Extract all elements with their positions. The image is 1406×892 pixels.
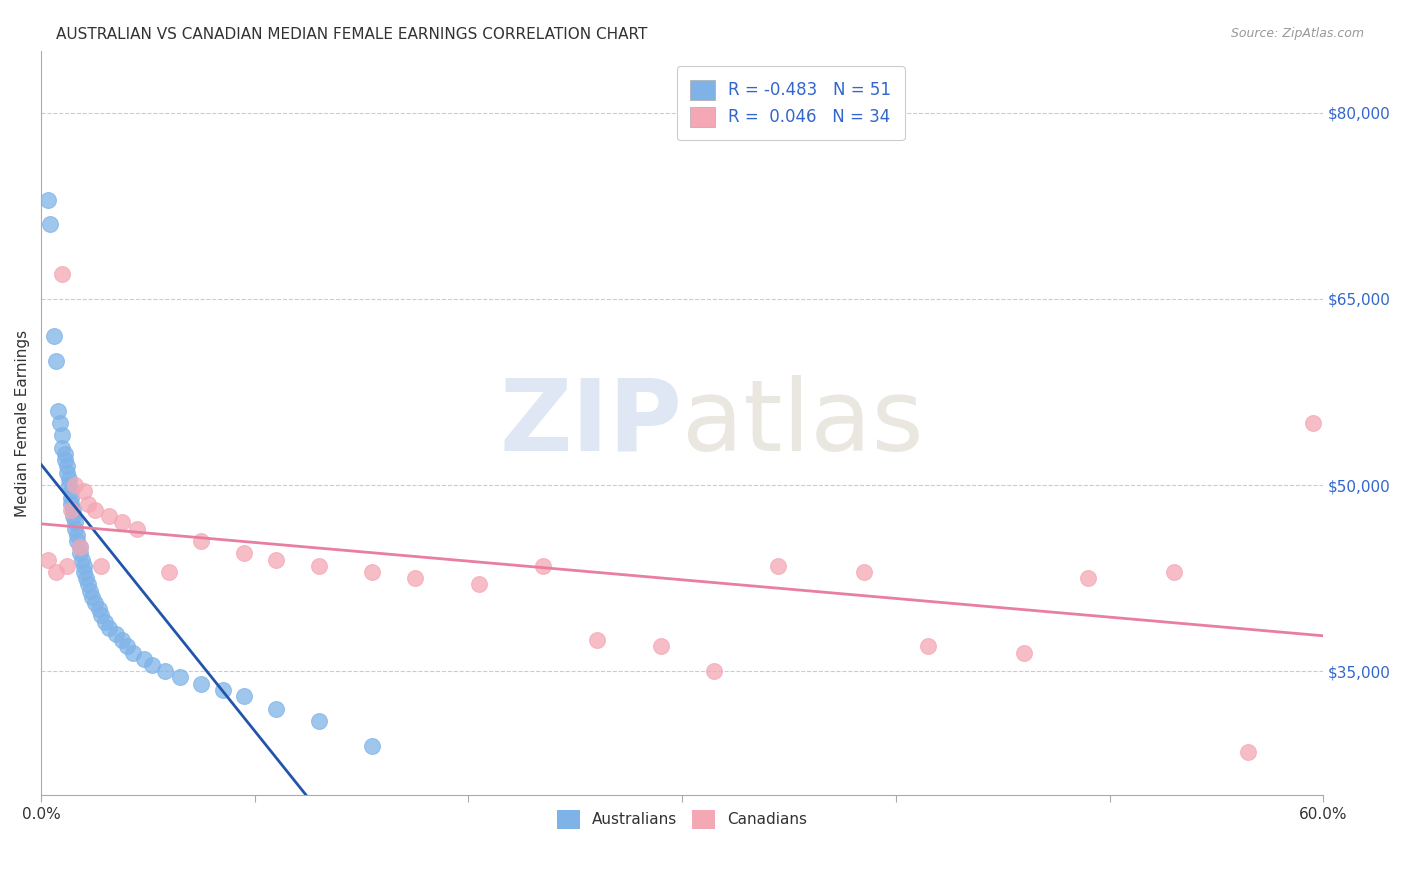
Point	[127, 522, 149, 536]
Text: Source: ZipAtlas.com: Source: ZipAtlas.com	[1230, 27, 1364, 40]
Point	[1012, 646, 1035, 660]
Point	[51, 267, 73, 281]
Point	[45, 565, 67, 579]
Point	[308, 558, 330, 573]
Point	[98, 621, 121, 635]
Point	[55, 558, 77, 573]
Point	[62, 509, 84, 524]
Point	[73, 484, 96, 499]
Point	[468, 577, 491, 591]
Point	[60, 497, 83, 511]
Point	[90, 558, 112, 573]
Point	[66, 533, 89, 548]
Point	[53, 453, 76, 467]
Point	[585, 633, 607, 648]
Legend: Australians, Canadians: Australians, Canadians	[550, 802, 815, 836]
Point	[69, 540, 91, 554]
Point	[42, 329, 65, 343]
Point	[77, 497, 100, 511]
Point	[37, 193, 59, 207]
Point	[58, 478, 80, 492]
Point	[82, 590, 104, 604]
Point	[79, 583, 101, 598]
Point	[55, 466, 77, 480]
Text: AUSTRALIAN VS CANADIAN MEDIAN FEMALE EARNINGS CORRELATION CHART: AUSTRALIAN VS CANADIAN MEDIAN FEMALE EAR…	[56, 27, 648, 42]
Point	[122, 646, 145, 660]
Point	[361, 565, 384, 579]
Point	[233, 689, 256, 703]
Point	[53, 447, 76, 461]
Point	[703, 665, 725, 679]
Point	[153, 665, 176, 679]
Point	[264, 552, 287, 566]
Point	[768, 558, 790, 573]
Point	[115, 640, 138, 654]
Text: atlas: atlas	[682, 375, 924, 472]
Point	[60, 484, 83, 499]
Point	[211, 682, 233, 697]
Point	[531, 558, 554, 573]
Point	[90, 608, 112, 623]
Point	[132, 652, 155, 666]
Point	[60, 503, 83, 517]
Point	[65, 478, 87, 492]
Point	[104, 627, 127, 641]
Point	[111, 633, 134, 648]
Point	[77, 577, 100, 591]
Point	[58, 472, 80, 486]
Point	[49, 416, 72, 430]
Point	[111, 516, 134, 530]
Point	[87, 602, 110, 616]
Y-axis label: Median Female Earnings: Median Female Earnings	[15, 329, 30, 516]
Point	[62, 503, 84, 517]
Point	[37, 552, 59, 566]
Point	[190, 533, 212, 548]
Point	[65, 516, 87, 530]
Point	[55, 459, 77, 474]
Point	[650, 640, 672, 654]
Point	[73, 565, 96, 579]
Point	[1237, 745, 1260, 759]
Point	[264, 701, 287, 715]
Point	[65, 522, 87, 536]
Point	[233, 546, 256, 560]
Text: ZIP: ZIP	[499, 375, 682, 472]
Point	[852, 565, 875, 579]
Point	[308, 714, 330, 728]
Point	[917, 640, 939, 654]
Point	[404, 571, 426, 585]
Point	[75, 571, 97, 585]
Point	[46, 403, 69, 417]
Point	[51, 441, 73, 455]
Point	[83, 596, 105, 610]
Point	[83, 503, 105, 517]
Point	[1163, 565, 1185, 579]
Point	[141, 658, 163, 673]
Point	[66, 527, 89, 541]
Point	[157, 565, 180, 579]
Point	[1302, 416, 1324, 430]
Point	[51, 428, 73, 442]
Point	[94, 615, 117, 629]
Point	[69, 540, 91, 554]
Point	[38, 218, 60, 232]
Point	[98, 509, 121, 524]
Point	[45, 354, 67, 368]
Point	[60, 491, 83, 505]
Point	[361, 739, 384, 753]
Point	[169, 671, 191, 685]
Point	[73, 558, 96, 573]
Point	[69, 546, 91, 560]
Point	[190, 676, 212, 690]
Point	[1077, 571, 1099, 585]
Point	[70, 552, 93, 566]
